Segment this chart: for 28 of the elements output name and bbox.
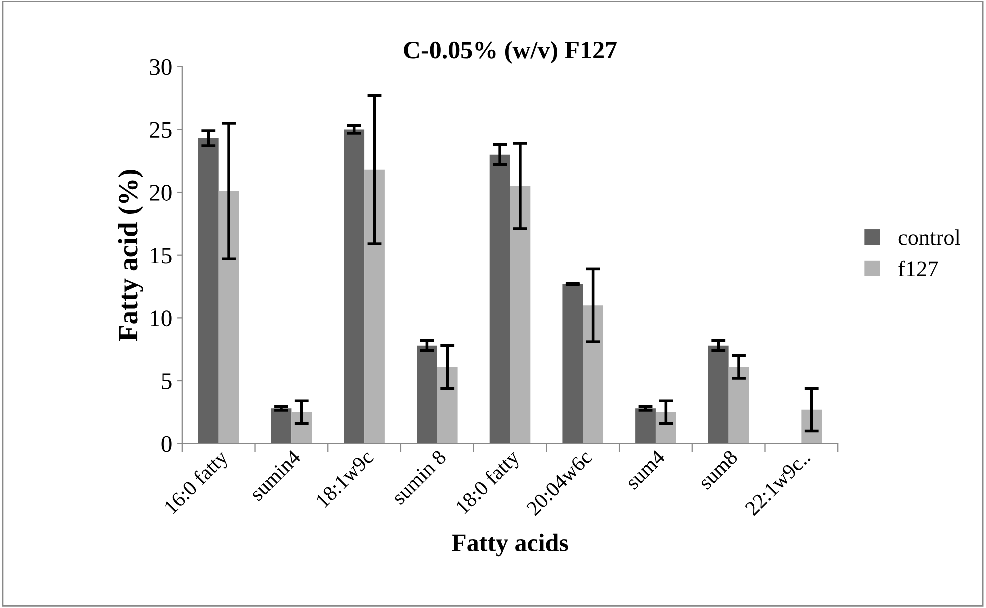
bar <box>417 346 438 444</box>
x-tick-label: 18:0 fatty <box>454 448 524 518</box>
bar <box>562 284 584 444</box>
bar <box>656 412 676 444</box>
bar <box>510 186 531 444</box>
y-tick-label: 30 <box>150 59 172 76</box>
bar <box>344 130 365 444</box>
bar <box>271 408 292 444</box>
bar <box>583 306 604 444</box>
legend-label: control <box>898 230 960 246</box>
y-tick-label: 20 <box>150 185 172 201</box>
bar <box>728 367 750 444</box>
legend-label: f127 <box>898 260 938 276</box>
bar <box>198 138 219 444</box>
y-tick-label: 15 <box>151 248 172 264</box>
bar <box>636 408 656 444</box>
y-tick-label: 25 <box>150 122 172 138</box>
bar <box>708 346 729 444</box>
bar <box>490 154 510 444</box>
bar <box>218 191 240 444</box>
y-tick-label: 10 <box>151 310 172 327</box>
chart-title: C-0.05% (w/v) F127 <box>404 41 617 64</box>
y-tick-label: 5 <box>162 374 172 390</box>
y-tick-label: 0 <box>162 436 172 452</box>
bar <box>364 170 385 444</box>
bar <box>437 367 458 444</box>
y-axis-title: Fatty acid (%) <box>118 170 144 342</box>
x-axis-title: Fatty acids <box>452 534 568 557</box>
